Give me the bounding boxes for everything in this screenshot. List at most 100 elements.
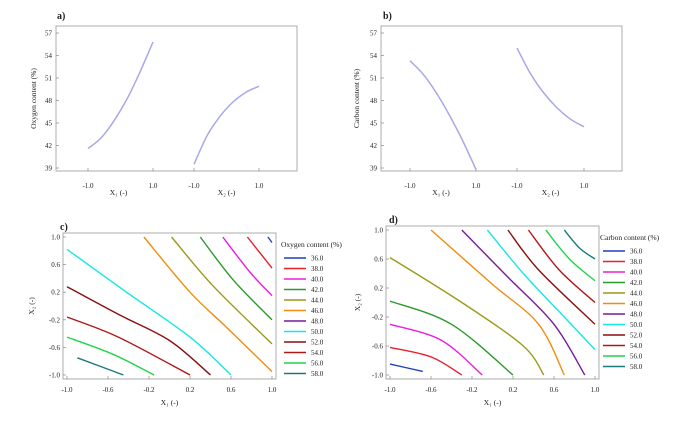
contour-line-44-0 <box>389 257 545 376</box>
y-tick-label: 42 <box>370 142 378 150</box>
x-tick-label: -0.6 <box>425 386 437 394</box>
plot-frame <box>380 25 623 172</box>
legend-entry: 38.0 <box>311 265 324 273</box>
contour-lines <box>389 229 596 376</box>
x-axis-label: X₁ (-) <box>161 398 179 407</box>
contour-line-42-0 <box>199 236 273 321</box>
legend-entry: 48.0 <box>630 311 643 319</box>
contour-line-48-0 <box>461 229 586 376</box>
y-tick-label: 48 <box>45 97 53 105</box>
panel-d: d) -1.0 -0.6 -0.2 0.2 0.6 1.0 -1.0 -0.6 -0.2 0.2 0.… <box>353 215 660 407</box>
panel-c: c) -1.0 -0.6 -0.2 0.2 0.6 1.0 -1.0 -0.6 -0.2 0.2 0.… <box>27 222 342 407</box>
contour-line-44-0 <box>171 236 273 345</box>
legend: Oxygen content (%) 36.0 38.0 40.0 42.0 44.0 46… <box>281 240 342 378</box>
y-axis-label: Carbon content (%) <box>352 68 361 128</box>
y-tick-label: 0.6 <box>51 261 60 269</box>
y-tick-label: 54 <box>45 52 53 60</box>
legend-entry: 48.0 <box>311 318 324 326</box>
legend-entry: 54.0 <box>311 349 324 357</box>
legend-entry: 52.0 <box>630 332 643 340</box>
x-tick-label: 1.0 <box>472 182 481 190</box>
legend-entry: 50.0 <box>630 321 643 329</box>
y-axis-label: Oxygen content (%) <box>29 68 38 129</box>
contour-lines <box>66 236 273 376</box>
effect-line-x1 <box>409 60 477 170</box>
legend-entry: 42.0 <box>311 286 324 294</box>
plot-frame <box>62 232 277 380</box>
x-tick-label: -1.0 <box>61 386 73 394</box>
legend-entry: 58.0 <box>630 363 643 371</box>
legend-entry: 46.0 <box>311 307 324 315</box>
y-tick-label: 51 <box>370 75 378 83</box>
legend-entry: 42.0 <box>630 279 643 287</box>
x-tick-label: -0.2 <box>143 386 155 394</box>
plot-frame <box>55 25 298 172</box>
x-tick-label: -0.2 <box>466 386 478 394</box>
y-tick-label: -0.2 <box>372 314 384 322</box>
y-tick-label: 0.6 <box>374 256 383 264</box>
contour-line-42-0 <box>389 300 514 376</box>
contour-line-36-0 <box>389 363 423 373</box>
x-tick-label: -1.0 <box>384 386 396 394</box>
panel-label: c) <box>60 222 68 233</box>
y-tick-label: 45 <box>45 120 53 128</box>
panel-a: a) 39 42 45 48 51 54 57 Oxygen content (%) -1.0 1.… <box>29 11 298 197</box>
y-tick-label: 1.0 <box>51 234 60 242</box>
y-tick-label: -0.6 <box>49 344 61 352</box>
contour-line-52-0 <box>66 286 211 376</box>
legend-entry: 44.0 <box>311 297 324 305</box>
effect-line-x1 <box>87 41 154 150</box>
y-axis-label: X₂ (-) <box>27 297 36 315</box>
x-tick-label: -0.6 <box>102 386 114 394</box>
x-tick-label: 1.0 <box>591 386 600 394</box>
x-tick-label: -1.0 <box>188 182 200 190</box>
legend-entry: 46.0 <box>630 300 643 308</box>
legend-entry: 56.0 <box>311 360 324 368</box>
x-tick-label: 1.0 <box>580 182 589 190</box>
y-tick-label: 48 <box>370 97 378 105</box>
x-tick-label: -1.0 <box>82 182 94 190</box>
legend-entry: 58.0 <box>311 370 324 378</box>
legend-title: Oxygen content (%) <box>281 240 342 249</box>
legend-entry: 40.0 <box>311 276 324 284</box>
y-axis-label: X₂ (-) <box>353 293 362 311</box>
y-tick-label: 51 <box>45 75 53 83</box>
y-tick-label: 39 <box>45 165 53 173</box>
contour-line-36-0 <box>267 236 273 243</box>
legend-entry: 54.0 <box>630 342 643 350</box>
contour-line-40-0 <box>222 236 273 297</box>
x-tick-label: -1.0 <box>404 182 416 190</box>
x-tick-label: 0.6 <box>550 386 559 394</box>
plot-frame <box>385 225 600 380</box>
x-tick-label: 0.2 <box>186 386 195 394</box>
y-tick-label: 1.0 <box>374 227 383 235</box>
contour-line-40-0 <box>389 323 483 376</box>
x-tick-label: 0.2 <box>509 386 518 394</box>
y-tick-label: 39 <box>370 165 378 173</box>
contour-line-52-0 <box>507 229 596 325</box>
x-axis-label: X₂ (-) <box>542 188 560 197</box>
legend-title: Carbon content (%) <box>600 233 660 242</box>
contour-line-58-0 <box>77 357 124 376</box>
x-axis-label: X₂ (-) <box>218 188 236 197</box>
y-tick-label: -1.0 <box>372 372 384 380</box>
x-tick-label: 1.0 <box>149 182 158 190</box>
legend-entry: 56.0 <box>630 353 643 361</box>
y-tick-label: 57 <box>45 30 53 38</box>
y-tick-label: -1.0 <box>49 372 61 380</box>
y-tick-label: 54 <box>370 52 378 60</box>
panel-label: d) <box>389 215 398 226</box>
y-tick-label: 0.2 <box>374 285 383 293</box>
legend: Carbon content (%) 36.0 38.0 40.0 42.0 44.0 46… <box>600 233 660 371</box>
x-tick-label: 1.0 <box>255 182 264 190</box>
contour-line-38-0 <box>389 346 463 376</box>
y-tick-label: 42 <box>45 142 53 150</box>
x-axis-label: X₁ (-) <box>110 188 128 197</box>
legend-entry: 50.0 <box>311 328 324 336</box>
contour-line-58-0 <box>563 229 596 260</box>
legend-entry: 44.0 <box>630 290 643 298</box>
contour-line-56-0 <box>66 336 155 376</box>
contour-line-54-0 <box>527 229 596 304</box>
